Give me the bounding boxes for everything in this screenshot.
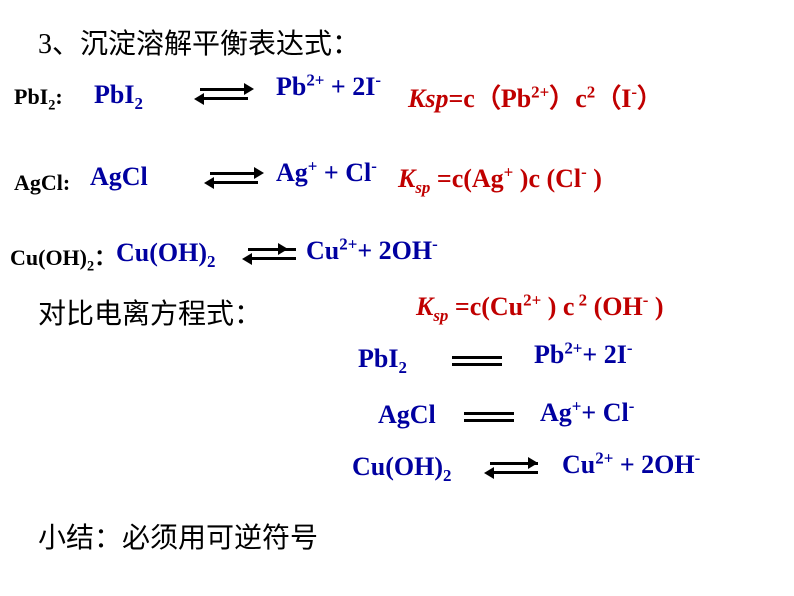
title: 3、沉淀溶解平衡表达式：: [38, 22, 360, 62]
ion3-arrow: [480, 458, 542, 478]
eq2-right: Ag+ + Cl-: [276, 158, 377, 188]
summary: 小结：必须用可逆符号: [38, 516, 318, 556]
eq2-ksp: Ksp =c(Ag+ )c (Cl- ): [398, 164, 602, 194]
eq1-ksp: Ksp=c（Pb2+）c2（I-）: [408, 78, 663, 115]
eq2-left: AgCl: [90, 162, 148, 192]
slide: 3、沉淀溶解平衡表达式： PbI2: PbI2 Pb2+ + 2I- Ksp=c…: [0, 0, 794, 596]
ion2-right: Ag++ Cl-: [540, 398, 634, 428]
ion2-eq: [460, 408, 518, 426]
ion1-left: PbI2: [358, 344, 407, 374]
eq3-arrow: [238, 244, 292, 264]
ion3-left: Cu(OH)2: [352, 452, 451, 482]
eq1-arrow: [190, 84, 258, 104]
ion1-eq: [448, 352, 506, 370]
eq1-right: Pb2+ + 2I-: [276, 72, 381, 102]
label-agcl: AgCl:: [14, 170, 70, 196]
ion2-left: AgCl: [378, 400, 436, 430]
label-cuoh2: Cu(OH)2：: [10, 240, 116, 272]
eq1-left: PbI2: [94, 80, 143, 110]
eq3-left: Cu(OH)2: [116, 238, 215, 268]
eq3-right: Cu2++ 2OH-: [306, 236, 438, 266]
label-pbi2: PbI2:: [14, 84, 63, 110]
eq3-ksp: Ksp =c(Cu2+ ) c 2 (OH- ): [416, 292, 663, 322]
ion1-right: Pb2++ 2I-: [534, 340, 632, 370]
subtitle: 对比电离方程式：: [38, 292, 262, 332]
ion3-right: Cu2+ + 2OH-: [562, 450, 700, 480]
eq2-arrow: [200, 168, 268, 188]
